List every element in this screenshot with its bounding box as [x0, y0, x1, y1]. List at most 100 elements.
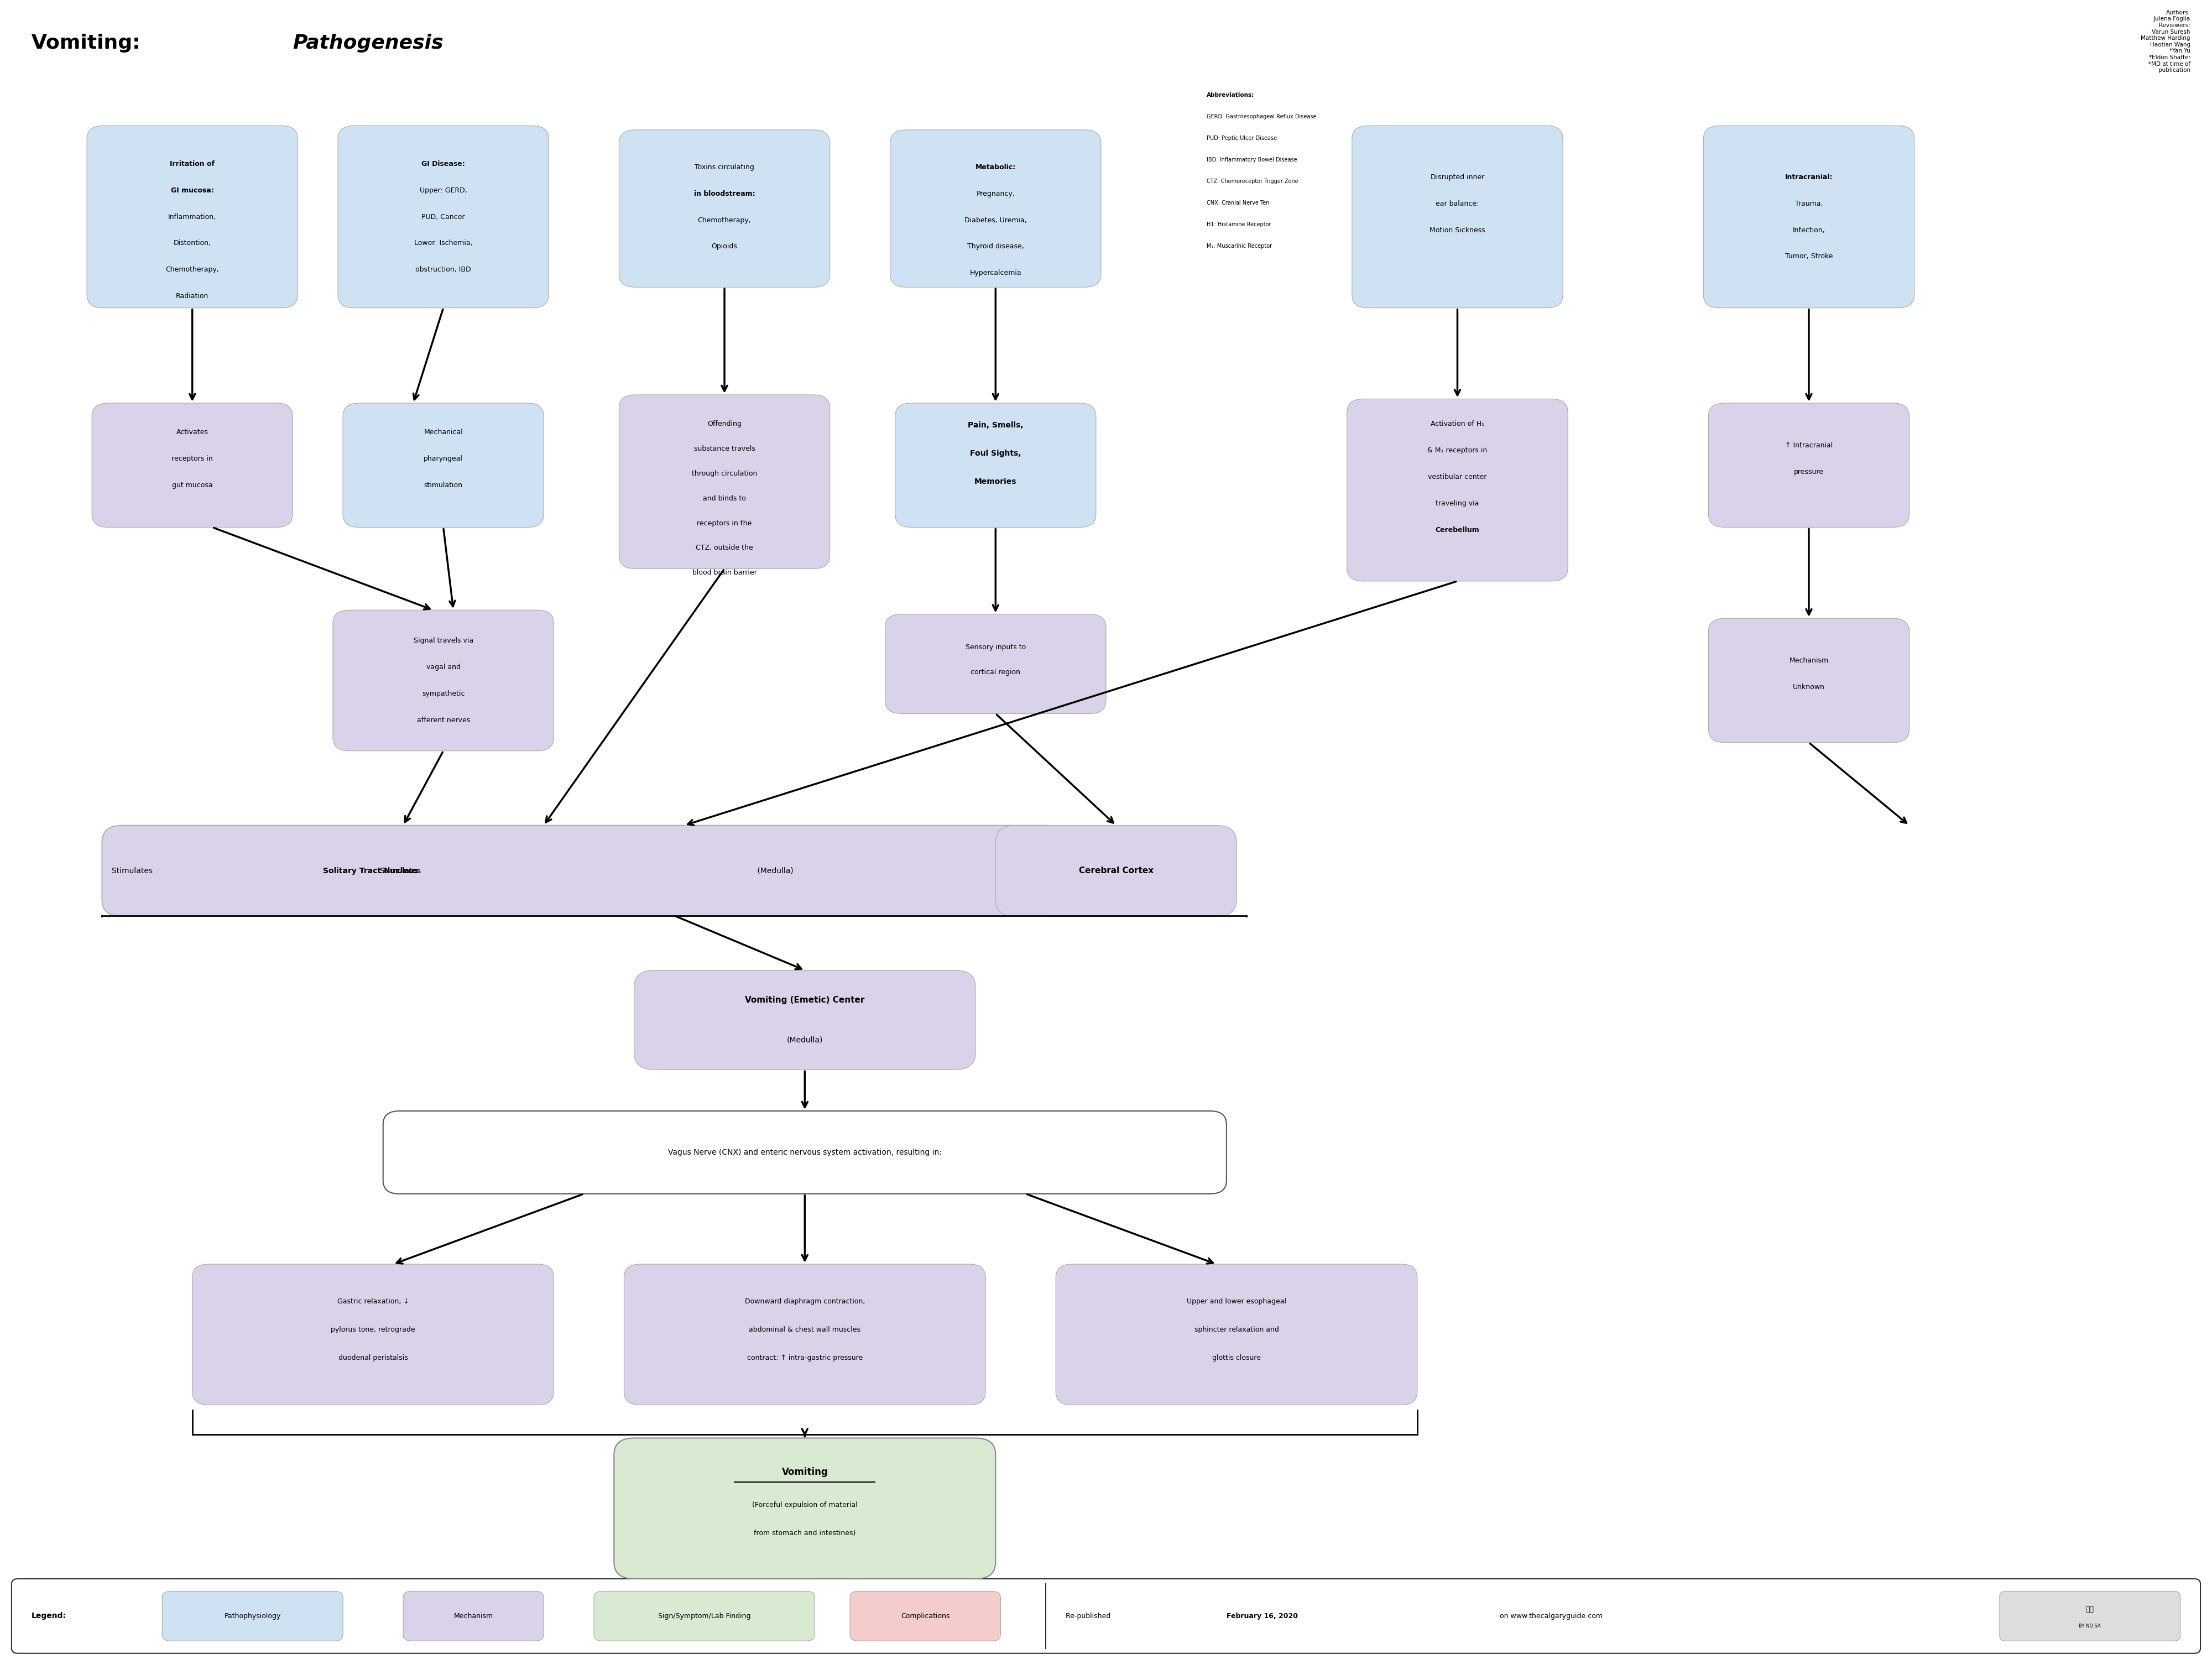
Text: BY NO SA: BY NO SA	[2079, 1624, 2101, 1629]
Text: Irritation of: Irritation of	[170, 161, 215, 168]
FancyBboxPatch shape	[885, 614, 1106, 713]
Text: Upper: GERD,: Upper: GERD,	[420, 187, 467, 194]
Text: cortical region: cortical region	[971, 669, 1020, 675]
FancyBboxPatch shape	[1352, 126, 1564, 309]
Text: substance travels: substance travels	[695, 445, 754, 453]
FancyBboxPatch shape	[338, 126, 549, 309]
Text: Mechanical: Mechanical	[425, 428, 462, 436]
Text: Mechanism: Mechanism	[1790, 657, 1829, 664]
FancyBboxPatch shape	[403, 1591, 544, 1641]
Text: ear balance:: ear balance:	[1436, 201, 1480, 207]
FancyBboxPatch shape	[635, 971, 975, 1070]
Text: receptors in the: receptors in the	[697, 519, 752, 528]
Text: Re-published: Re-published	[1066, 1613, 1113, 1619]
Text: receptors in: receptors in	[173, 455, 212, 463]
Text: Thyroid disease,: Thyroid disease,	[967, 242, 1024, 251]
Text: Foul Sights,: Foul Sights,	[971, 450, 1022, 458]
Text: GI Disease:: GI Disease:	[422, 161, 465, 168]
Text: on www.thecalgaryguide.com: on www.thecalgaryguide.com	[1498, 1613, 1604, 1619]
FancyBboxPatch shape	[615, 1438, 995, 1579]
Text: Stimulates: Stimulates	[113, 868, 155, 874]
FancyBboxPatch shape	[86, 126, 299, 309]
Text: Stimulates: Stimulates	[380, 868, 422, 874]
Text: CTZ: Chemoreceptor Trigger Zone: CTZ: Chemoreceptor Trigger Zone	[1206, 179, 1298, 184]
Text: through circulation: through circulation	[692, 469, 757, 478]
Text: H1: Histamine Receptor: H1: Histamine Receptor	[1206, 222, 1272, 227]
FancyBboxPatch shape	[995, 826, 1237, 916]
FancyBboxPatch shape	[849, 1591, 1000, 1641]
Text: Pathogenesis: Pathogenesis	[292, 33, 442, 53]
Text: sympathetic: sympathetic	[422, 690, 465, 697]
FancyBboxPatch shape	[624, 1264, 987, 1405]
Text: Chemotherapy,: Chemotherapy,	[697, 217, 752, 224]
Text: & M₁ receptors in: & M₁ receptors in	[1427, 446, 1486, 455]
Text: Sign/Symptom/Lab Finding: Sign/Symptom/Lab Finding	[657, 1613, 750, 1619]
Text: Solitary Tract Nucleus: Solitary Tract Nucleus	[323, 868, 418, 874]
Text: Activates: Activates	[177, 428, 208, 436]
Text: Toxins circulating: Toxins circulating	[695, 164, 754, 171]
Text: pressure: pressure	[1794, 468, 1823, 476]
Text: Intracranial:: Intracranial:	[1785, 174, 1834, 181]
Text: Diabetes, Uremia,: Diabetes, Uremia,	[964, 217, 1026, 224]
Text: Radiation: Radiation	[177, 292, 208, 300]
Text: gut mucosa: gut mucosa	[173, 481, 212, 489]
FancyBboxPatch shape	[1055, 1264, 1418, 1405]
FancyBboxPatch shape	[102, 826, 1066, 916]
Text: Pain, Smells,: Pain, Smells,	[967, 421, 1024, 430]
Text: Ⓒⓔ: Ⓒⓔ	[2086, 1606, 2095, 1613]
FancyBboxPatch shape	[332, 611, 553, 752]
Text: sphincter relaxation and: sphincter relaxation and	[1194, 1326, 1279, 1334]
Text: Mechanism: Mechanism	[453, 1613, 493, 1619]
Text: pylorus tone, retrograde: pylorus tone, retrograde	[332, 1326, 416, 1334]
Text: pharyngeal: pharyngeal	[425, 455, 462, 463]
Text: vagal and: vagal and	[427, 664, 460, 670]
Text: in bloodstream:: in bloodstream:	[695, 191, 754, 197]
Text: from stomach and intestines): from stomach and intestines)	[754, 1530, 856, 1536]
FancyBboxPatch shape	[192, 1264, 553, 1405]
Text: CTZ, outside the: CTZ, outside the	[697, 544, 752, 551]
Text: Memories: Memories	[975, 478, 1018, 486]
Text: CNX: Cranial Nerve Ten: CNX: Cranial Nerve Ten	[1206, 201, 1270, 206]
Text: Metabolic:: Metabolic:	[975, 164, 1015, 171]
Text: traveling via: traveling via	[1436, 499, 1480, 508]
Text: GI mucosa:: GI mucosa:	[170, 187, 215, 194]
Text: Vomiting: Vomiting	[781, 1467, 827, 1477]
Text: Vagus Nerve (CNX) and enteric nervous system activation, resulting in:: Vagus Nerve (CNX) and enteric nervous sy…	[668, 1148, 942, 1156]
FancyBboxPatch shape	[161, 1591, 343, 1641]
Text: Tumor, Stroke: Tumor, Stroke	[1785, 252, 1834, 260]
FancyBboxPatch shape	[383, 1112, 1225, 1194]
Text: afferent nerves: afferent nerves	[416, 717, 469, 723]
Text: Upper and lower esophageal: Upper and lower esophageal	[1188, 1297, 1287, 1306]
Text: PUD, Cancer: PUD, Cancer	[422, 214, 465, 221]
Text: Stimulates: Stimulates	[380, 868, 422, 874]
Text: Trauma,: Trauma,	[1794, 201, 1823, 207]
FancyBboxPatch shape	[619, 129, 830, 287]
Text: February 16, 2020: February 16, 2020	[1225, 1613, 1298, 1619]
Text: and binds to: and binds to	[703, 494, 745, 503]
Text: stimulation: stimulation	[425, 481, 462, 489]
Text: Offending: Offending	[708, 420, 741, 428]
Text: M₁: Muscarinic Receptor: M₁: Muscarinic Receptor	[1206, 244, 1272, 249]
Text: obstruction, IBD: obstruction, IBD	[416, 265, 471, 274]
Text: Inflammation,: Inflammation,	[168, 214, 217, 221]
Text: Gastric relaxation, ↓: Gastric relaxation, ↓	[336, 1297, 409, 1306]
FancyBboxPatch shape	[1703, 126, 1913, 309]
Text: Downward diaphragm contraction,: Downward diaphragm contraction,	[745, 1297, 865, 1306]
Text: Distention,: Distention,	[173, 239, 210, 247]
Text: glottis closure: glottis closure	[1212, 1354, 1261, 1362]
FancyBboxPatch shape	[889, 129, 1102, 287]
FancyBboxPatch shape	[896, 403, 1095, 528]
Text: Cerebral Cortex: Cerebral Cortex	[1079, 866, 1152, 874]
Text: IBD: Inflammatory Bowel Disease: IBD: Inflammatory Bowel Disease	[1206, 158, 1296, 163]
Text: Lower: Ischemia,: Lower: Ischemia,	[414, 239, 473, 247]
Text: Legend:: Legend:	[31, 1613, 66, 1619]
Text: Unknown: Unknown	[1794, 684, 1825, 690]
FancyBboxPatch shape	[1347, 398, 1568, 581]
Text: Motion Sickness: Motion Sickness	[1429, 227, 1484, 234]
Text: Cerebellum: Cerebellum	[1436, 526, 1480, 534]
FancyBboxPatch shape	[11, 1579, 2201, 1654]
Text: abdominal & chest wall muscles: abdominal & chest wall muscles	[750, 1326, 860, 1334]
Text: GERD: Gastroesophageal Reflux Disease: GERD: Gastroesophageal Reflux Disease	[1206, 114, 1316, 119]
Text: (Medulla): (Medulla)	[754, 868, 794, 874]
Text: ↑ Intracranial: ↑ Intracranial	[1785, 441, 1834, 450]
